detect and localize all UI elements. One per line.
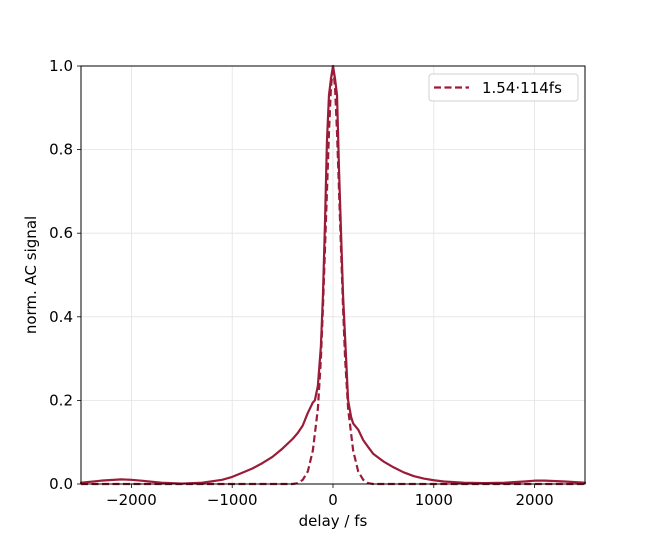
y-axis-label: norm. AC signal (22, 216, 40, 334)
legend-entry-label: 1.54·114fs (482, 79, 562, 97)
y-tick-label: 0.0 (49, 475, 73, 493)
y-tick-label: 0.8 (49, 141, 73, 159)
y-tick-label: 0.4 (49, 308, 73, 326)
y-axis: 0.0 0.2 0.4 0.6 0.8 1.0 (49, 57, 81, 493)
x-tick-label: 2000 (516, 491, 554, 509)
y-tick-label: 0.2 (49, 391, 73, 409)
x-tick-label: 1000 (415, 491, 453, 509)
y-tick-label: 1.0 (49, 57, 73, 75)
y-tick-label: 0.6 (49, 224, 73, 242)
x-tick-label: −2000 (106, 491, 157, 509)
x-axis: −2000 −1000 0 1000 2000 (106, 484, 554, 509)
x-tick-label: −1000 (207, 491, 258, 509)
x-axis-label: delay / fs (299, 512, 368, 530)
x-tick-label: 0 (328, 491, 338, 509)
legend-box (428, 73, 579, 102)
legend: 1.54·114fs (428, 73, 579, 102)
